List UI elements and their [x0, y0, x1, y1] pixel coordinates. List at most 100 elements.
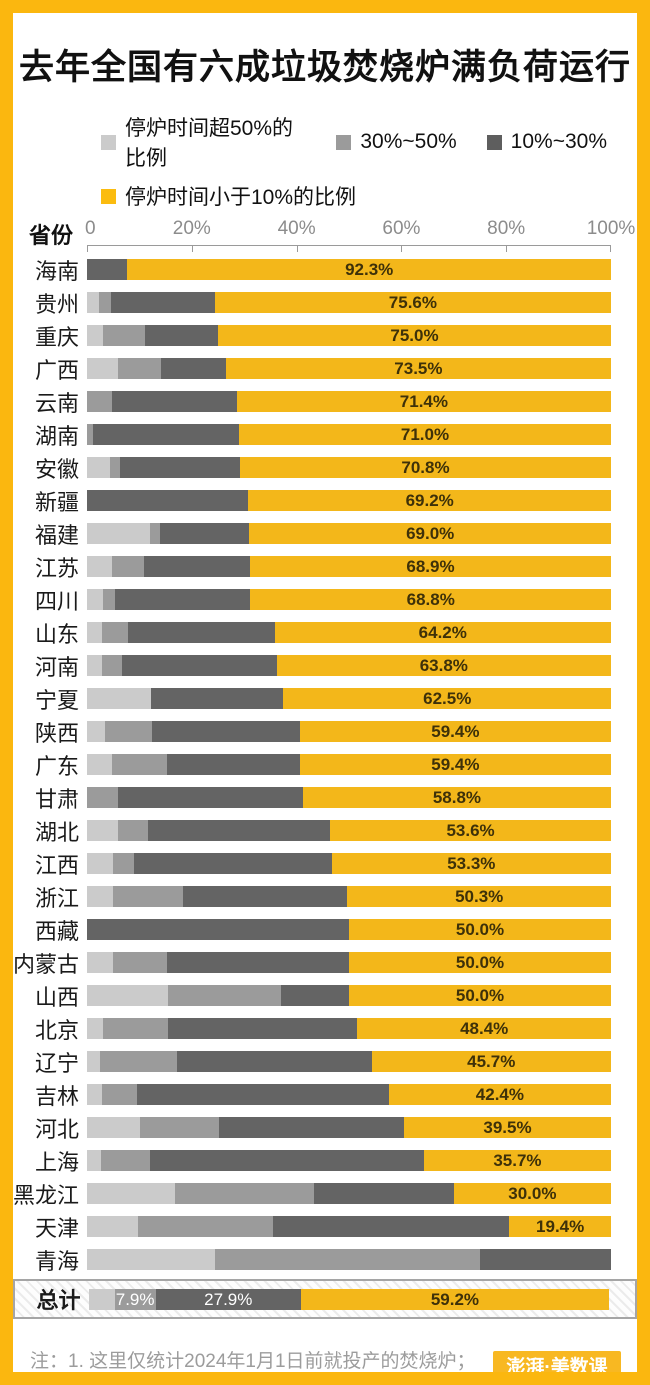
- bar-track: 70.8%: [87, 457, 611, 478]
- bar-segment-p30_50: [104, 721, 152, 742]
- bar-value-label: 62.5%: [423, 689, 472, 708]
- province-label: 山西: [34, 984, 79, 1010]
- chart-row: 上海 35.7%: [13, 1144, 637, 1177]
- province-label: 广东: [34, 753, 79, 779]
- bar-track: 63.8%: [87, 655, 611, 676]
- bar-segment-p30_50: [111, 556, 145, 577]
- axis-tick-mark: [506, 246, 508, 252]
- bar-segment-under10: 58.8%: [302, 787, 611, 808]
- bar-segment-under10: 70.8%: [239, 457, 611, 478]
- chart-row: 北京 48.4%: [13, 1012, 637, 1045]
- chart-row: 新疆 69.2%: [13, 484, 637, 517]
- bar-value-label: 92.3%: [345, 260, 394, 279]
- axis-tick-mark: [87, 246, 88, 252]
- bar-value-label: 50.0%: [455, 953, 505, 972]
- chart-row: 天津 19.4%: [13, 1210, 637, 1243]
- bar-segment-under10: 68.9%: [249, 556, 611, 577]
- bar-track: 53.6%: [87, 820, 611, 841]
- bar-segment-p10_30: [159, 523, 250, 544]
- bar-track: 75.6%: [87, 292, 611, 313]
- bar-value-label: 53.6%: [446, 821, 495, 840]
- bar-segment-under10: 50.0%: [348, 952, 611, 973]
- bar-segment-over50: [87, 589, 103, 610]
- bar-segment-p30_50: [167, 985, 281, 1006]
- bar-track: 42.4%: [87, 1084, 611, 1105]
- chart-row: 河南 63.8%: [13, 649, 637, 682]
- bar-track: 48.4%: [87, 1018, 611, 1039]
- bar-segment-p10_30: [176, 1051, 372, 1072]
- chart-row: 重庆 75.0%: [13, 319, 637, 352]
- bar-value-label: 50.0%: [455, 920, 505, 939]
- bar-segment-p30_50: [149, 523, 160, 544]
- bar-segment-over50: [87, 655, 103, 676]
- province-label: 安徽: [34, 456, 79, 482]
- bar-value-label: 53.3%: [447, 854, 496, 873]
- bar-segment-over50: [87, 457, 111, 478]
- bar-segment-over50: [87, 1084, 103, 1105]
- chart-row: 广西 73.5%: [13, 352, 637, 385]
- bar-segment-p30_50: [117, 358, 162, 379]
- bar-segment-under10: 48.4%: [357, 1018, 611, 1039]
- bar-segment-under10: 59.4%: [299, 754, 611, 775]
- axis-tick-label: 60%: [382, 218, 421, 239]
- bar-segment-p10_30: [144, 556, 250, 577]
- chart-row: 宁夏 62.5%: [13, 682, 637, 715]
- province-label: 宁夏: [34, 687, 79, 713]
- chart-row: 湖南 71.0%: [13, 418, 637, 451]
- bars-area: 海南 92.3% 贵州 75.6% 重庆 75.0% 广西 73.5% 云南 7…: [13, 253, 637, 1276]
- chart-row: 云南 71.4%: [13, 385, 637, 418]
- bar-value-label: 69.2%: [405, 491, 454, 510]
- axis-tick-label: 20%: [172, 218, 211, 239]
- legend: 停炉时间超50%的比例 30%~50% 10%~30% 停炉时间小于10%的比例: [101, 112, 637, 211]
- province-label: 北京: [34, 1017, 79, 1043]
- bar-segment-over50: [87, 1150, 101, 1171]
- bar-segment-p10_30: [280, 985, 349, 1006]
- legend-item-10-30: 10%~30%: [486, 130, 607, 154]
- bar-segment-under10: 53.3%: [331, 853, 611, 874]
- bar-segment-over50: [87, 1216, 138, 1237]
- bar-track: 64.2%: [87, 622, 611, 643]
- bar-segment-under10: 50.3%: [347, 886, 611, 907]
- legend-label-over50: 停炉时间超50%的比例: [125, 117, 294, 170]
- bar-segment-p10_30: [183, 886, 348, 907]
- bar-segment-p30_50: [137, 1216, 273, 1237]
- bar-value-label: 42.4%: [475, 1085, 524, 1104]
- bar-segment-under10: 59.2%: [300, 1288, 609, 1310]
- bar-track: 39.5%: [87, 1117, 611, 1138]
- bar-value-label: 68.8%: [406, 590, 455, 609]
- province-label: 湖北: [34, 819, 79, 845]
- publisher-logo-text: 澎湃·美数课: [506, 1357, 608, 1372]
- legend-swatch-under10-icon: [101, 188, 116, 204]
- province-label: 西藏: [34, 918, 79, 944]
- bar-track: 7.9% 27.9% 59.2%: [88, 1288, 609, 1310]
- bar-segment-under10: 19.4%: [509, 1216, 611, 1237]
- bar-segment-p30_50: 7.9%: [114, 1288, 156, 1310]
- bar-segment-over50: [87, 853, 113, 874]
- axis-tick-mark: [401, 246, 403, 252]
- bar-segment-p30_50: [110, 457, 120, 478]
- chart-row: 总计 7.9% 27.9% 59.2%: [15, 1287, 635, 1313]
- bar-segment-p10_30: [166, 952, 349, 973]
- bar-segment-p10_30: [314, 1183, 454, 1204]
- bar-segment-p10_30: [87, 490, 249, 511]
- bar-segment-p10_30: [122, 655, 277, 676]
- bar-track: 68.9%: [87, 556, 611, 577]
- bar-track: 68.8%: [87, 589, 611, 610]
- bar-value-label: 58.8%: [432, 788, 482, 807]
- bar-segment-p30_50: [117, 820, 148, 841]
- bar-segment-over50: [87, 721, 105, 742]
- bar-track: 73.5%: [87, 358, 611, 379]
- bar-value-label: 27.9%: [204, 1289, 253, 1309]
- chart-row: 青海: [13, 1243, 637, 1276]
- bar-track: 59.4%: [87, 754, 611, 775]
- bar-segment-under10: 69.0%: [249, 523, 611, 544]
- bar-segment-over50: [88, 1288, 115, 1310]
- bar-value-label: 69.0%: [406, 524, 455, 543]
- bar-track: 19.4%: [87, 1216, 611, 1237]
- chart-row: 浙江 50.3%: [13, 880, 637, 913]
- chart-title: 去年全国有六成垃圾焚烧炉满负荷运行: [19, 48, 632, 87]
- bar-segment-p30_50: [102, 622, 128, 643]
- province-label: 江西: [34, 852, 79, 878]
- axis-tick-mark: [610, 246, 611, 252]
- footer: 注：1. 这里仅统计2024年1月1日前就投产的焚烧炉；2. 部分焚烧炉未在公示…: [13, 1347, 637, 1372]
